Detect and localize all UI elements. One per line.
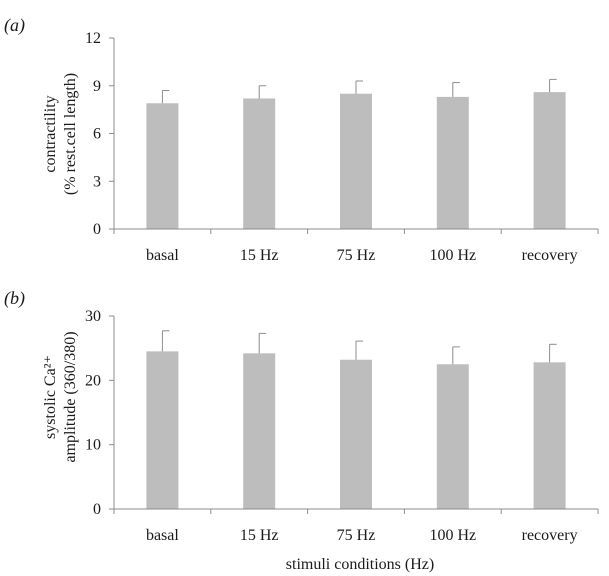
panel-b-y-tick-label: 30 xyxy=(85,308,101,325)
panel-b-y-tick-label: 20 xyxy=(85,372,101,389)
panel-b-label: (b) xyxy=(4,288,25,309)
panel-b-bar xyxy=(533,362,566,509)
panel-b-bar xyxy=(436,364,469,509)
panel-b-ylabel-line1: systolic Ca²⁺ xyxy=(42,355,59,439)
panel-a-ylabel-line2: (% rest.cell length) xyxy=(62,73,79,195)
panel-a-bar xyxy=(146,103,179,229)
panel-a-axes: 0 3 6 9 12 basal 15 Hz 75 Hz 100 Hz recovery xyxy=(85,30,599,264)
panel-a-ylabel-line1: contractility xyxy=(42,95,59,172)
panel-a: (a) contractility (% rest.cell length) 0… xyxy=(4,15,599,264)
panel-b-bar xyxy=(340,359,372,509)
panel-b-category-label: 15 Hz xyxy=(240,527,279,544)
panel-a-bar xyxy=(436,96,469,230)
panel-b-category-label: basal xyxy=(146,527,179,544)
panel-a-bar xyxy=(340,93,372,229)
panel-a-bars xyxy=(146,78,566,230)
panel-b-category-label: 75 Hz xyxy=(337,527,376,544)
panel-b-xlabel: stimuli conditions (Hz) xyxy=(286,556,434,573)
panel-b-category-label: 100 Hz xyxy=(429,527,476,544)
panel-b-axes: 0 10 20 30 basal 15 Hz 75 Hz 100 Hz recovery xyxy=(85,308,599,544)
panel-b: (b) systolic Ca²⁺ amplitude (360/380) 0 1… xyxy=(4,288,599,573)
panel-a-y-tick-label: 9 xyxy=(93,78,101,95)
panel-a-category-label: 15 Hz xyxy=(240,247,279,264)
panel-a-bar xyxy=(533,92,566,229)
panel-a-category-label: 100 Hz xyxy=(429,247,476,264)
panel-b-y-tick-label: 0 xyxy=(93,501,101,518)
panel-a-y-tick-label: 12 xyxy=(85,30,101,47)
panel-a-y-tick-label: 3 xyxy=(93,173,101,190)
panel-a-y-tick-label: 6 xyxy=(93,126,101,143)
panel-a-category-label: basal xyxy=(146,247,179,264)
panel-a-y-tick-label: 0 xyxy=(93,221,101,238)
panel-b-ylabel-line2: amplitude (360/380) xyxy=(62,331,79,462)
panel-a-category-label: 75 Hz xyxy=(337,247,376,264)
panel-b-bars xyxy=(146,330,566,509)
panel-b-y-tick-label: 10 xyxy=(85,437,101,454)
panel-a-label: (a) xyxy=(4,15,25,36)
panel-a-bar xyxy=(243,98,276,229)
panel-b-bar xyxy=(146,351,179,509)
panel-b-category-label: recovery xyxy=(522,527,578,544)
panel-a-category-label: recovery xyxy=(522,247,578,264)
panel-b-bar xyxy=(243,353,276,509)
